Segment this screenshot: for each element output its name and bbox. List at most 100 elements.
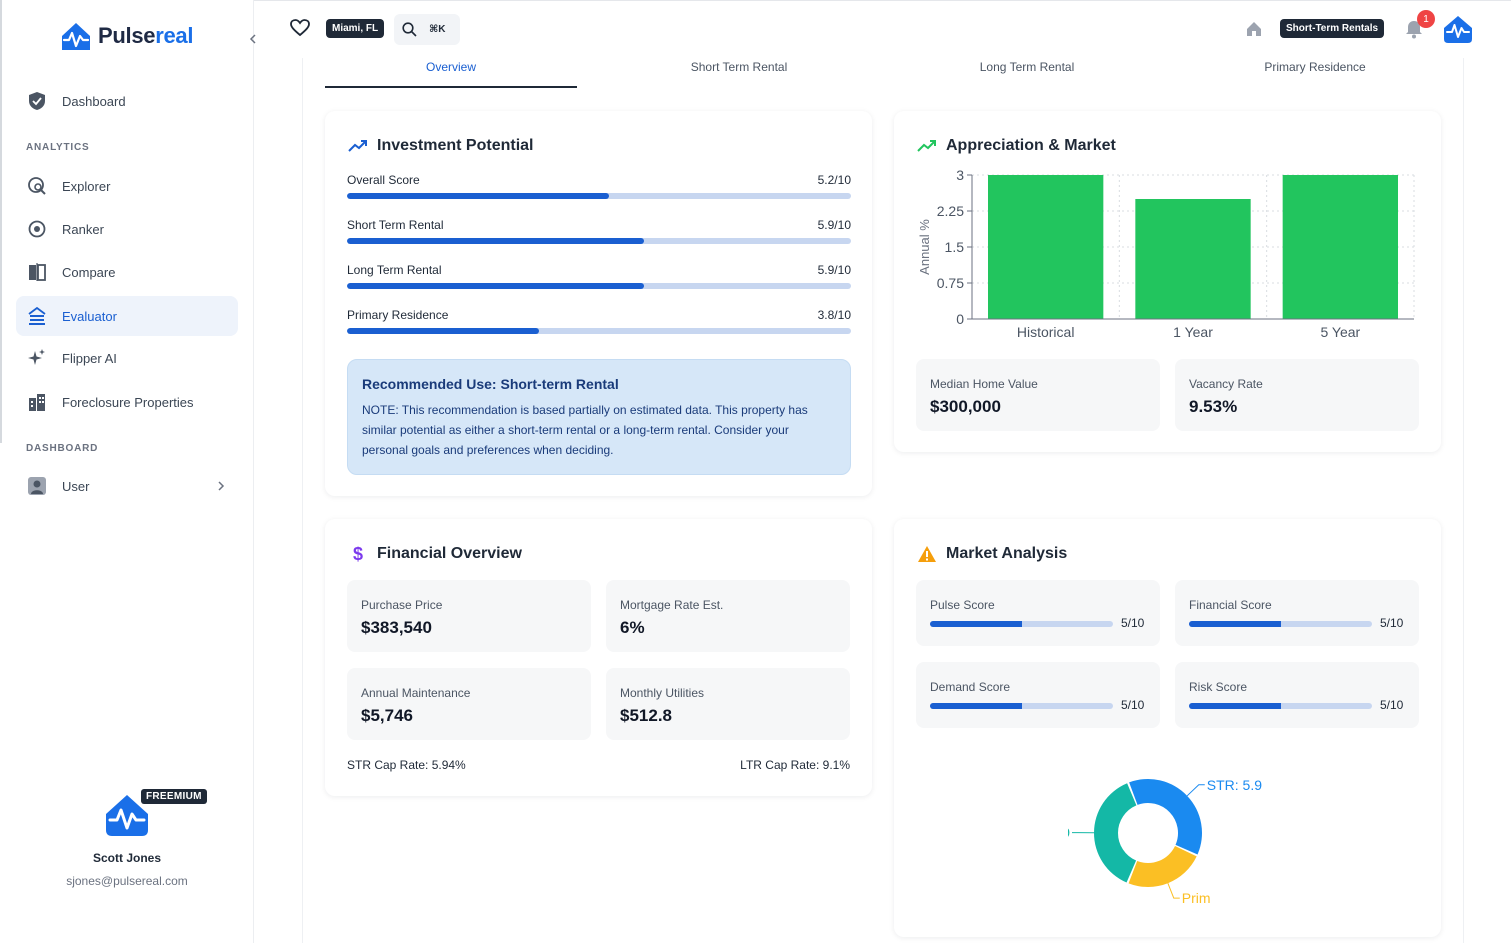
y-axis-label: Annual % (917, 219, 932, 275)
score-label: Primary Residence (347, 308, 449, 322)
y-tick-label: 3 (956, 167, 964, 183)
profile-email: sjones@pulsereal.com (66, 874, 188, 888)
stat-value: 9.53% (1189, 397, 1238, 416)
investment-potential-card: Investment Potential Overall Score 5.2/1… (325, 111, 872, 496)
card-title: $ Financial Overview (347, 543, 522, 565)
favorite-button[interactable] (290, 19, 310, 42)
sidebar-item-label: Flipper AI (62, 350, 117, 366)
score-label: Financial Score (1189, 598, 1272, 612)
logo[interactable]: Pulsereal (58, 20, 193, 52)
score-label: Overall Score (347, 173, 420, 187)
tab-short-term-rental[interactable]: Short Term Rental (690, 60, 788, 74)
str-cap-rate: STR Cap Rate: 5.94% (347, 758, 466, 772)
median-home-value-stat: Median Home Value $300,000 (916, 359, 1160, 431)
recommendation-text: NOTE: This recommendation is based parti… (362, 403, 808, 457)
recommendation-box: Recommended Use: Short-term Rental NOTE:… (347, 359, 851, 475)
y-tick-label: 2.25 (937, 203, 964, 219)
x-tick-label: 1 Year (1173, 324, 1213, 340)
score-label: Short Term Rental (347, 218, 444, 232)
sidebar-item-label: Foreclosure Properties (62, 394, 194, 410)
sparkles-icon (26, 347, 48, 369)
logo-text: Pulsereal (98, 23, 194, 48)
stat-label: Mortgage Rate Est. (620, 598, 724, 612)
score-row-long-term: Long Term Rental 5.9/10 (347, 263, 851, 289)
stat-label: Monthly Utilities (620, 686, 705, 700)
sidebar-item-evaluator[interactable]: Evaluator (16, 296, 238, 336)
sidebar-item-explorer[interactable]: Explorer (16, 166, 238, 206)
account-avatar[interactable] (1442, 14, 1474, 49)
score-value: 5/10 (1380, 698, 1404, 712)
y-tick-label: 0.75 (937, 275, 964, 291)
search-shortcut: ⌘K (429, 24, 446, 35)
sidebar-item-user[interactable]: User (16, 466, 238, 506)
score-value: 5.2/10 (817, 173, 851, 187)
pulse-avatar-icon (106, 795, 148, 836)
donut-label: STR: 5.9 (1207, 777, 1262, 793)
heart-icon (290, 19, 310, 37)
market-analysis-card: Market Analysis Pulse Score 5/10 Financi… (894, 519, 1441, 937)
score-value: 3.8/10 (817, 308, 851, 322)
sidebar-item-label: Explorer (62, 178, 111, 194)
stat-label: Vacancy Rate (1189, 377, 1263, 391)
profile-avatar[interactable] (102, 792, 152, 843)
donut-leader-line (1167, 883, 1180, 899)
search-button[interactable]: ⌘K (394, 14, 460, 45)
donut-leader-line (1186, 784, 1205, 797)
sidebar-item-dashboard[interactable]: Dashboard (16, 81, 238, 121)
x-tick-label: 5 Year (1320, 324, 1360, 340)
sidebar-item-compare[interactable]: Compare (16, 252, 238, 292)
sidebar-item-label: Ranker (62, 221, 104, 237)
score-bar (347, 238, 851, 244)
score-bar-fill (1189, 621, 1281, 627)
pulse-avatar-icon (1444, 16, 1472, 43)
purchase-price-stat: Purchase Price $383,540 (347, 580, 591, 652)
score-bar-fill (347, 238, 645, 244)
sidebar-item-ranker[interactable]: Ranker (16, 209, 238, 249)
pulse-logo-icon (62, 23, 90, 50)
mode-badge[interactable]: Short-Term Rentals (1280, 19, 1385, 38)
sidebar-item-label: Dashboard (62, 93, 126, 109)
score-bar-fill (347, 328, 539, 334)
score-bar-fill (930, 703, 1022, 709)
donut-slice (1094, 783, 1137, 883)
score-label: Pulse Score (930, 598, 995, 612)
section-label-analytics: ANALYTICS (26, 142, 90, 153)
chevron-right-icon (216, 478, 226, 494)
ltr-cap-rate: LTR Cap Rate: 9.1% (740, 758, 850, 772)
risk-score: Risk Score 5/10 (1175, 662, 1419, 728)
tab-overview[interactable]: Overview (325, 58, 577, 88)
user-icon (26, 475, 48, 497)
score-value: 5/10 (1121, 698, 1145, 712)
score-bar-fill (347, 193, 610, 199)
score-bar (347, 328, 851, 334)
vacancy-rate-stat: Vacancy Rate 9.53% (1175, 359, 1419, 431)
appreciation-market-card: Appreciation & Market 0 0.75 1.5 2.25 3 Histo… (894, 111, 1441, 452)
tab-primary-residence[interactable]: Primary Residence (1264, 60, 1366, 74)
stat-label: Purchase Price (361, 598, 443, 612)
mortgage-rate-stat: Mortgage Rate Est. 6% (606, 580, 850, 652)
sidebar-item-label: User (62, 478, 90, 494)
stat-value: $300,000 (930, 397, 1001, 416)
score-value: 5/10 (1121, 616, 1145, 630)
target-icon (26, 218, 48, 240)
score-label: Demand Score (930, 680, 1011, 694)
score-row-short-term: Short Term Rental 5.9/10 (347, 218, 851, 244)
annual-maintenance-stat: Annual Maintenance $5,746 (347, 668, 591, 740)
buildings-icon (26, 391, 48, 413)
home-button[interactable] (1245, 20, 1263, 43)
score-label: Risk Score (1189, 680, 1248, 694)
recommendation-title: Recommended Use: Short-term Rental (362, 376, 619, 392)
score-value: 5.9/10 (817, 263, 851, 277)
card-title: Appreciation & Market (916, 135, 1116, 157)
score-bar-fill (1189, 703, 1281, 709)
sidebar-item-flipper-ai[interactable]: Flipper AI (16, 338, 238, 378)
shield-icon (26, 90, 48, 112)
tab-long-term-rental[interactable]: Long Term Rental (979, 60, 1075, 74)
plan-badge: FREEMIUM (141, 789, 207, 804)
compare-icon (26, 261, 48, 283)
collapse-sidebar-button[interactable] (244, 30, 262, 48)
location-badge[interactable]: Miami, FL (326, 19, 385, 38)
trending-up-icon (916, 135, 938, 157)
sidebar-item-foreclosure[interactable]: Foreclosure Properties (16, 382, 238, 422)
x-tick-label: Historical (1017, 324, 1075, 340)
